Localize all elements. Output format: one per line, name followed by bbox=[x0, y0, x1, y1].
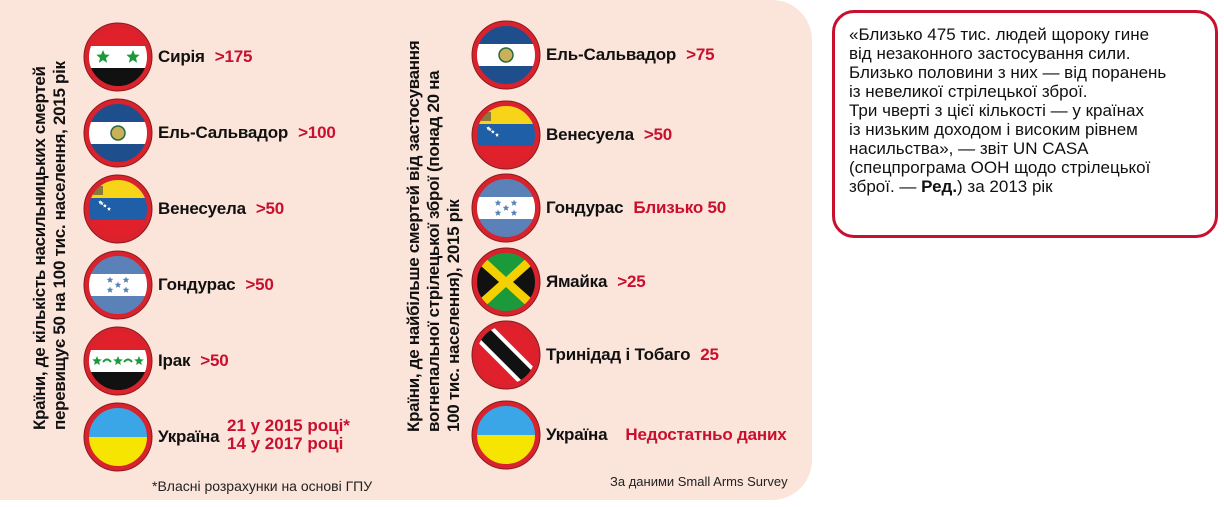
country-name: Сирія bbox=[158, 47, 205, 66]
country-row: Україна bbox=[158, 427, 220, 447]
quote-line: Близько половини з них — від поранень bbox=[849, 63, 1167, 82]
footnote: *Власні розрахунки на основі ГПУ bbox=[152, 478, 373, 494]
country-value: 25 bbox=[700, 345, 719, 364]
country-value: >50 bbox=[255, 199, 285, 218]
ukraine-flag-icon bbox=[471, 400, 541, 470]
title-line: вогнепальної стрілецької зброї (понад 20… bbox=[424, 70, 443, 432]
country-name: Тринідад і Тобаго bbox=[546, 345, 691, 364]
el-salvador-flag-icon bbox=[83, 98, 153, 168]
country-name: Гондурас bbox=[546, 198, 624, 217]
value-line: 14 у 2017 році bbox=[227, 434, 344, 453]
country-value: >100 bbox=[298, 123, 336, 142]
country-value: >50 bbox=[200, 351, 229, 370]
country-row: Гондурас >50 bbox=[158, 275, 274, 295]
editor-note: Ред. bbox=[921, 177, 958, 196]
venezuela-flag-icon bbox=[83, 174, 153, 244]
country-value: >25 bbox=[617, 272, 646, 291]
quote-line: «Близько 475 тис. людей щороку гине bbox=[849, 25, 1150, 44]
quote-box: «Близько 475 тис. людей щороку гине від … bbox=[832, 10, 1218, 238]
country-name: Гондурас bbox=[158, 275, 236, 294]
el-salvador-flag-icon bbox=[471, 20, 541, 90]
country-name: Ірак bbox=[158, 351, 191, 370]
country-value: >175 bbox=[214, 47, 253, 66]
country-name: Україна bbox=[158, 427, 220, 446]
quote-line: від незаконного застосування сили. bbox=[849, 44, 1131, 63]
venezuela-flag-icon bbox=[471, 100, 541, 170]
country-row: Ямайка >25 bbox=[546, 272, 646, 292]
country-value: Недостатньо даних bbox=[625, 425, 787, 444]
quote-line: насильства», — звіт UN CASA bbox=[849, 139, 1089, 158]
country-row: Україна Недостатньо даних bbox=[546, 425, 787, 445]
title-line: Країни, де найбільше смертей від застосу… bbox=[404, 40, 423, 432]
country-row: Ель-Сальвадор >75 bbox=[546, 45, 715, 65]
jamaica-flag-icon bbox=[471, 247, 541, 317]
quote-line: Три чверті з цієї кількості — у країнах bbox=[849, 101, 1144, 120]
country-value: Близько 50 bbox=[633, 198, 727, 217]
trinidad-flag-icon bbox=[471, 320, 541, 390]
value-line: 21 у 2015 році* bbox=[227, 416, 350, 435]
country-name: Україна bbox=[546, 425, 608, 444]
country-row: Тринідад і Тобаго 25 bbox=[546, 345, 719, 365]
country-row: Венесуела >50 bbox=[546, 125, 672, 145]
title-line: 100 тис. населення), 2015 рік bbox=[444, 199, 463, 432]
country-row: Ель-Сальвадор >100 bbox=[158, 123, 336, 143]
quote-line: із низьким доходом і високим рівнем bbox=[849, 120, 1138, 139]
ukraine-flag-icon bbox=[83, 402, 153, 472]
country-name: Венесуела bbox=[158, 199, 246, 218]
syria-flag-icon bbox=[83, 22, 153, 92]
quote-text: ) за 2013 рік bbox=[957, 177, 1053, 196]
country-name: Ель-Сальвадор bbox=[158, 123, 289, 142]
quote-line: зброї. — Ред.) за 2013 рік bbox=[849, 177, 1203, 196]
right-column-title: Країни, де найбільше смертей від застосу… bbox=[404, 40, 464, 432]
country-value: >75 bbox=[686, 45, 715, 64]
country-value: 21 у 2015 році* 14 у 2017 році bbox=[227, 417, 350, 453]
left-column-title: Країни, де кількість насильницьких смерт… bbox=[30, 40, 70, 430]
title-line: перевищує 50 на 100 тис. населення, 2015… bbox=[50, 61, 69, 430]
country-name: Венесуела bbox=[546, 125, 634, 144]
source-note: За даними Small Arms Survey bbox=[610, 474, 788, 489]
country-row: Ірак >50 bbox=[158, 351, 229, 371]
country-name: Ямайка bbox=[546, 272, 608, 291]
country-name: Ель-Сальвадор bbox=[546, 45, 677, 64]
country-value: >50 bbox=[643, 125, 673, 144]
country-row: Гондурас Близько 50 bbox=[546, 198, 726, 218]
quote-line: із невеликої стрілецької зброї. bbox=[849, 82, 1088, 101]
honduras-flag-icon bbox=[83, 250, 153, 320]
country-row: Сирія >175 bbox=[158, 47, 252, 67]
iraq-flag-icon bbox=[83, 326, 153, 396]
country-value: >50 bbox=[245, 275, 274, 294]
quote-line: (спецпрограма ООН щодо стрілецької bbox=[849, 158, 1151, 177]
title-line: Країни, де кількість насильницьких смерт… bbox=[30, 66, 49, 430]
quote-text: зброї. — bbox=[849, 177, 922, 196]
honduras-flag-icon bbox=[471, 173, 541, 243]
country-row: Венесуела >50 bbox=[158, 199, 284, 219]
